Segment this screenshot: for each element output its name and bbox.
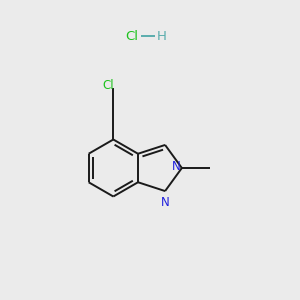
Text: Cl: Cl	[125, 29, 138, 43]
Text: Cl: Cl	[102, 79, 114, 92]
Text: H: H	[157, 29, 167, 43]
Text: N: N	[172, 160, 181, 173]
Text: N: N	[161, 196, 170, 209]
